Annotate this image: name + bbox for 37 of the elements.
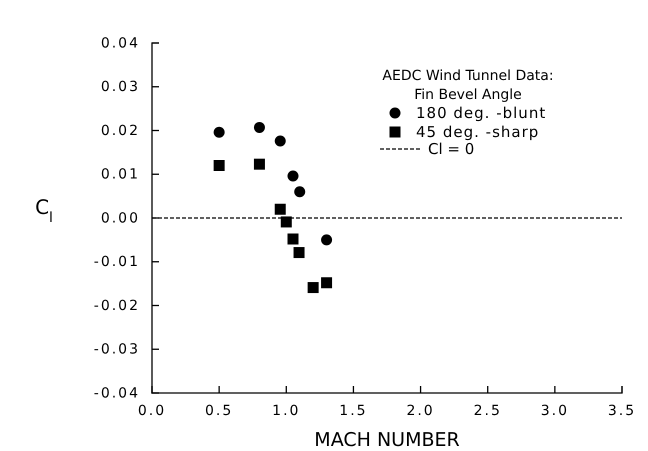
point xyxy=(280,216,292,228)
point xyxy=(254,122,265,133)
x-tick-label: 1.0 xyxy=(272,402,300,419)
y-tick-label: 0.01 xyxy=(100,166,140,183)
point xyxy=(274,136,286,146)
y-tick-label: -0.01 xyxy=(94,254,140,270)
y-tick-label: 0.04 xyxy=(100,35,140,52)
x-tick-label: 2.5 xyxy=(474,402,502,419)
y-tick-label: 0.03 xyxy=(100,79,140,96)
point xyxy=(288,170,298,182)
x-tick-label: 3.0 xyxy=(540,402,569,419)
point xyxy=(321,277,332,288)
x-tick-label: 0.0 xyxy=(138,402,166,419)
x-tick-label: 2.0 xyxy=(406,402,435,419)
point xyxy=(214,160,225,171)
legend-title: AEDC Wind Tunnel Data: Fin Bevel Angle xyxy=(382,68,554,103)
y-tick-label: -0.02 xyxy=(94,298,140,314)
x-tick-label: 3.5 xyxy=(608,402,636,419)
y-tick-label: -0.03 xyxy=(94,342,140,358)
y-tick-label: -0.04 xyxy=(94,385,140,402)
point xyxy=(274,204,286,215)
point xyxy=(294,186,306,198)
point xyxy=(308,282,319,294)
legend-label: Cl = 0 xyxy=(428,140,474,158)
point xyxy=(254,158,265,170)
point xyxy=(214,126,225,138)
point xyxy=(288,234,298,244)
x-tick-label: 1.5 xyxy=(339,402,368,419)
point xyxy=(321,234,332,246)
y-tick-label: 0.02 xyxy=(100,122,140,139)
legend-label: 180 deg. -blunt xyxy=(416,104,546,122)
x-tick-label: 0.5 xyxy=(205,402,234,419)
x-axis-title: MACH NUMBER xyxy=(314,429,460,451)
point xyxy=(294,247,305,258)
y-axis-title: C$_{l}$ xyxy=(35,195,53,226)
legend-label: 45 deg. -sharp xyxy=(416,123,540,141)
y-tick-label: 0.00 xyxy=(100,210,140,226)
